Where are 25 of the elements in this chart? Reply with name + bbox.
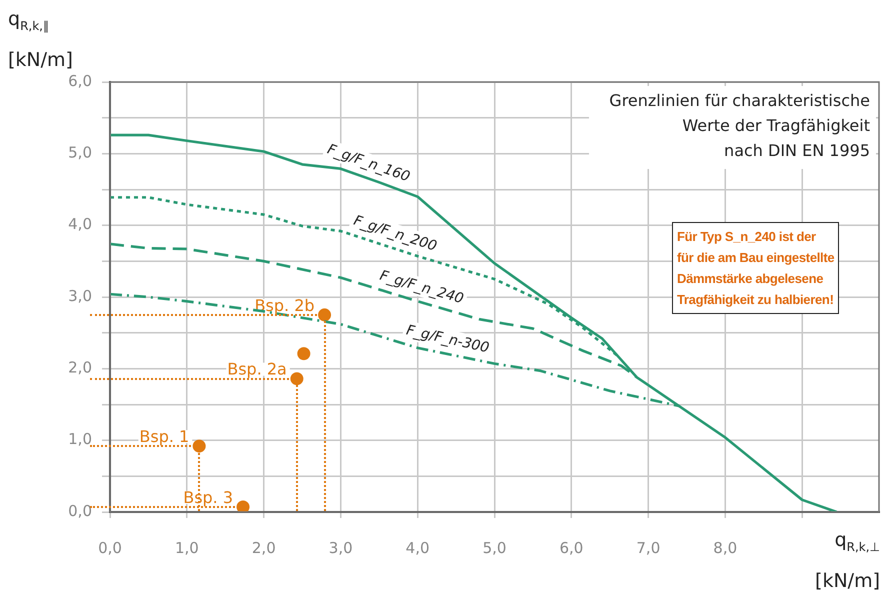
y-tick-label: 4,0 bbox=[68, 215, 92, 234]
point bbox=[236, 500, 250, 512]
y-tick-label: 1,0 bbox=[68, 430, 92, 448]
annotation: Für Typ S_n_240 ist der für die am Bau eingestellte Dämmstärke abgelesene Tragfähigkeit zu halbieren! bbox=[672, 222, 840, 314]
text: q$_{R,k,∥}$ [kN/m] bbox=[8, 8, 73, 71]
x-tick-label: 6,0 bbox=[559, 538, 584, 557]
y-tick-label: 2,0 bbox=[68, 358, 92, 377]
y-tick-label: 5,0 bbox=[68, 144, 92, 162]
y-tick-label: 0,0 bbox=[68, 502, 92, 520]
annotation: Grenzlinien für charakteristische Werte der Tragfähigkeit nach DIN EN 1995 bbox=[589, 86, 876, 169]
point bbox=[290, 372, 304, 386]
x-tick-label: 1,0 bbox=[174, 538, 199, 557]
series-label: Bsp. 2a bbox=[227, 360, 287, 379]
x-tick-label: 5,0 bbox=[482, 538, 506, 557]
x-tick-label: 8,0 bbox=[713, 538, 738, 557]
y-tick-label: 6,0 bbox=[68, 72, 92, 90]
text: q$_{R,k,⊥}$ [kN/m] bbox=[815, 529, 880, 590]
x-tick-label: 0,0 bbox=[98, 538, 122, 557]
point bbox=[297, 347, 310, 360]
x-tick-label: 2,0 bbox=[252, 538, 276, 557]
x-tick-label: 3,0 bbox=[328, 538, 353, 557]
x-tick-label: 4,0 bbox=[406, 538, 430, 557]
y-tick-label: 3,0 bbox=[68, 286, 92, 305]
x-tick-label: 7,0 bbox=[636, 538, 660, 557]
series-label: Bsp. 1 bbox=[139, 427, 190, 446]
